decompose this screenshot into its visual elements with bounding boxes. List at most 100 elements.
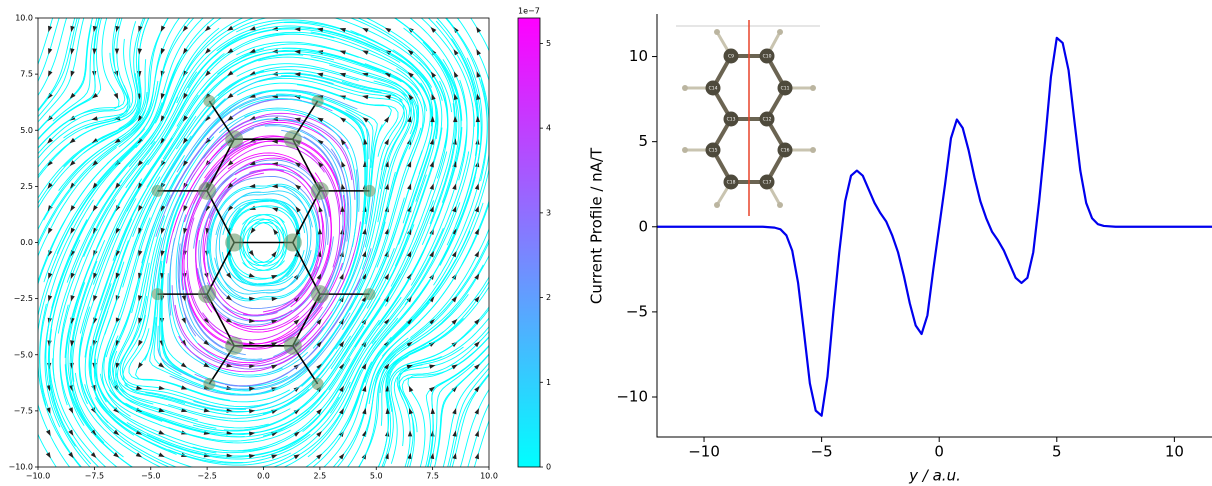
stream-arrow — [182, 160, 189, 167]
colorbar-tick-label: 5 — [546, 39, 551, 48]
streamline — [398, 346, 464, 467]
bond — [206, 138, 235, 192]
atom — [151, 184, 164, 197]
stream-arrow — [227, 48, 234, 54]
stream-arrow — [294, 162, 302, 168]
stream-arrow — [294, 49, 301, 55]
stream-arrow — [225, 317, 233, 323]
stream-arrow — [160, 93, 165, 100]
stream-arrow — [203, 362, 210, 368]
stream-arrow — [45, 452, 51, 459]
stream-arrow — [160, 115, 166, 122]
stream-arrow — [452, 430, 457, 437]
stream-arrow — [248, 250, 254, 257]
streamline — [392, 280, 489, 366]
stream-arrow — [384, 72, 392, 78]
y-tick-label: −5.0 — [14, 350, 33, 359]
stream-arrow — [47, 340, 52, 347]
stream-arrow — [92, 25, 98, 33]
streamline — [447, 367, 489, 467]
stream-arrow — [47, 227, 53, 234]
stream-arrow — [227, 115, 234, 121]
inset-h-atom — [777, 29, 783, 35]
stream-arrow — [226, 363, 233, 368]
stream-arrow — [316, 341, 322, 348]
streamline — [52, 18, 98, 122]
stream-arrow — [248, 409, 256, 414]
stream-arrow — [114, 137, 121, 144]
stream-arrow — [205, 47, 211, 54]
inset-c-atom — [723, 174, 739, 190]
stream-arrow — [271, 251, 277, 258]
y-tick-label: 5 — [638, 132, 648, 150]
stream-arrow — [474, 296, 480, 303]
stream-arrow — [339, 50, 346, 55]
stream-arrow — [138, 339, 143, 347]
stream-arrow — [227, 160, 234, 166]
stream-arrow — [203, 317, 210, 324]
stream-arrow — [69, 137, 76, 144]
stream-arrow — [384, 138, 389, 146]
streamline — [59, 304, 118, 467]
stream-arrow — [69, 160, 76, 167]
stream-arrow — [227, 93, 234, 99]
streamline — [389, 306, 489, 381]
atom — [311, 377, 324, 390]
stream-arrow — [316, 318, 322, 325]
stream-arrow — [92, 205, 98, 212]
streamline — [435, 353, 489, 461]
stream-arrow — [316, 408, 322, 415]
stream-arrow — [407, 49, 414, 56]
stream-arrow — [46, 407, 51, 414]
stream-arrow — [451, 341, 458, 348]
stream-arrow — [160, 227, 166, 235]
streamline — [48, 329, 100, 467]
stream-arrow — [452, 452, 457, 460]
y-tick-label: −7.5 — [14, 406, 33, 415]
stream-arrow — [48, 70, 53, 77]
stream-arrow — [361, 273, 367, 280]
x-tick-label: 5 — [1052, 443, 1062, 461]
stream-arrow — [316, 431, 322, 438]
stream-arrow — [452, 408, 457, 415]
stream-arrow — [70, 227, 76, 234]
streamline — [445, 18, 488, 182]
inset-atom-label: C15 — [709, 148, 718, 154]
inset-c-atom — [705, 80, 721, 96]
streamline — [38, 18, 93, 131]
stream-arrow — [430, 27, 437, 33]
inset-c-atom — [759, 48, 775, 64]
stream-arrow — [429, 452, 435, 460]
y-tick-label: 10.0 — [15, 14, 33, 23]
stream-arrow — [183, 227, 188, 235]
stream-arrow — [137, 160, 144, 167]
stream-arrow — [452, 183, 457, 190]
stream-arrow — [476, 71, 481, 78]
stream-arrow — [249, 386, 256, 391]
inset-h-atom — [810, 147, 816, 153]
stream-arrow — [429, 138, 435, 145]
stream-arrow — [181, 295, 187, 302]
streamline — [379, 276, 489, 394]
atom — [363, 288, 376, 301]
bond — [206, 242, 235, 295]
stream-arrow — [249, 363, 256, 369]
stream-arrow — [271, 161, 278, 167]
inset-c-atom — [759, 111, 775, 127]
stream-arrow — [249, 160, 256, 166]
stream-arrow — [249, 296, 256, 302]
stream-arrow — [429, 251, 434, 258]
stream-arrow — [182, 25, 189, 32]
stream-arrow — [227, 70, 234, 76]
stream-arrow — [158, 407, 165, 413]
inset-c-atom — [705, 142, 721, 158]
stream-arrow — [138, 25, 143, 33]
stream-arrow — [293, 454, 300, 460]
stream-arrow — [384, 183, 390, 190]
stream-arrow — [182, 47, 189, 55]
stream-arrow — [137, 115, 144, 122]
stream-arrow — [271, 139, 278, 144]
atom — [203, 377, 216, 390]
atom — [311, 95, 324, 108]
